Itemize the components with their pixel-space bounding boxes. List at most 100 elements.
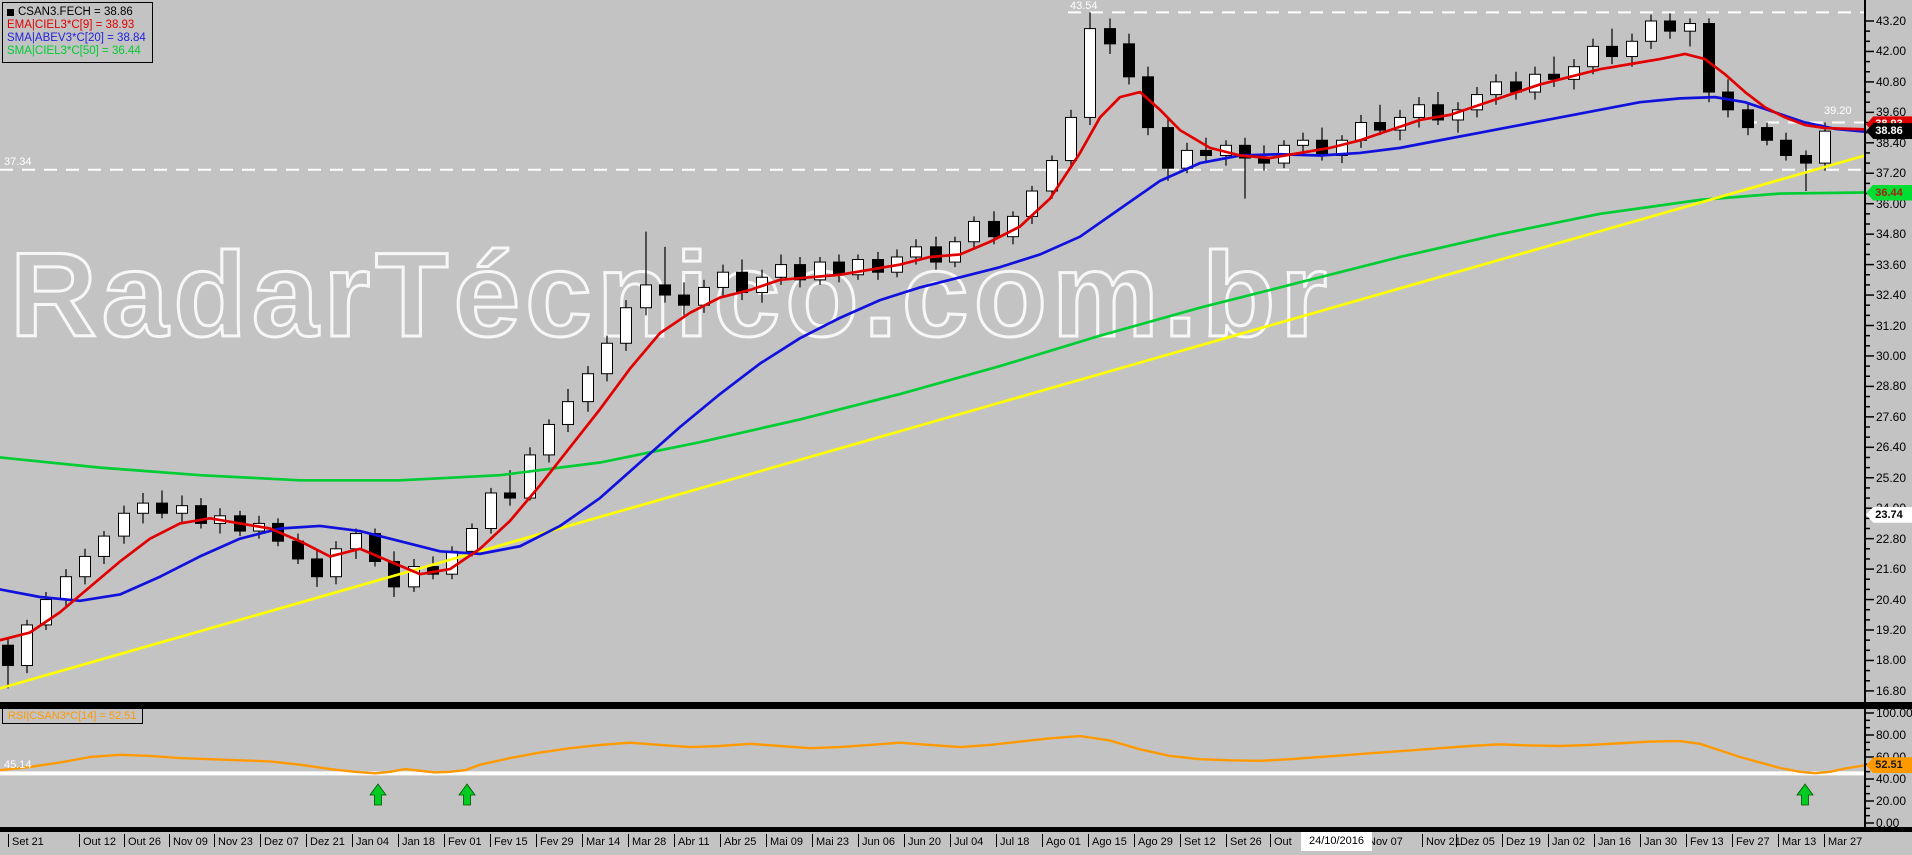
candle-body [1200, 149, 1212, 156]
date-tick [1548, 834, 1549, 847]
date-label: Mar 27 [1828, 836, 1863, 848]
date-label: Fev 29 [540, 836, 574, 848]
candle-body [717, 271, 729, 288]
date-tick [169, 834, 170, 847]
candle-body [98, 535, 110, 557]
price-axis-label: 18.00 [1876, 653, 1907, 668]
panel-separator [0, 702, 1912, 709]
candle-body [1529, 73, 1541, 93]
series-marker-icon [7, 9, 14, 16]
date-tick [214, 834, 215, 847]
price-badge: 38.86 [1866, 123, 1912, 140]
date-label: Jul 04 [954, 836, 984, 848]
candle-body [1664, 20, 1676, 32]
date-axis: Set 21 Out 12 Out 26 Nov 09 Nov 23 Dez 07 Dez … [0, 832, 1912, 855]
date-tick [904, 834, 905, 847]
price-axis-label: 39.60 [1876, 105, 1907, 120]
candle-body [79, 555, 91, 578]
date-tick [950, 834, 951, 847]
date-label: Out [1274, 836, 1292, 848]
candle-body [350, 533, 362, 550]
legend-line-label: SMA|ABEV3*C[20] = 38.84 [7, 32, 146, 44]
candle-body [949, 241, 961, 263]
candle-body [118, 512, 130, 537]
date-label: Set 26 [1230, 836, 1262, 848]
date-label: Nov 23 [218, 836, 253, 848]
price-axis-label: 31.20 [1876, 318, 1907, 333]
date-tick [1594, 834, 1595, 847]
price-badge: 23.74 [1866, 506, 1912, 523]
date-label: Fev 01 [448, 836, 482, 848]
candle-body [872, 259, 884, 273]
price-axis-label: 33.60 [1876, 257, 1907, 272]
legend-line: CSAN3.FECH = 38.86 [7, 6, 146, 19]
level-label: 45.14 [4, 759, 32, 771]
date-tick [1226, 834, 1227, 847]
candle-body [1181, 149, 1193, 169]
candle-body [1007, 215, 1019, 238]
candle-body [814, 261, 826, 281]
candle-body [60, 576, 72, 601]
candle-body [1645, 20, 1657, 42]
candle-body [640, 284, 652, 309]
price-axis-label: 42.00 [1876, 44, 1907, 59]
candle-body [21, 624, 33, 667]
candle-body [1336, 139, 1348, 156]
date-tick [674, 834, 675, 847]
date-tick [352, 834, 353, 847]
watermark-text: RadarTécnico.com.br [10, 228, 1332, 362]
date-label: Ago 01 [1046, 836, 1081, 848]
date-label: Dez 05 [1460, 836, 1495, 848]
date-label: Abr 11 [678, 836, 710, 848]
price-axis-label: 38.40 [1876, 135, 1907, 150]
date-label: Set 12 [1184, 836, 1216, 848]
rsi-legend: RSI|CSAN3*C[14] = 52.51 [2, 708, 143, 724]
price-axis-label: 27.60 [1876, 409, 1907, 424]
price-badge: 52.51 [1866, 757, 1912, 774]
rsi-axis-label: 40.00 [1876, 772, 1907, 786]
candle-body [1742, 109, 1754, 129]
legend-line-label: EMA|CIEL3*C[9] = 38.93 [7, 19, 135, 31]
price-axis-label: 37.20 [1876, 166, 1907, 181]
date-label: Jan 16 [1598, 836, 1632, 848]
rsi-axis-label: 100.00 [1876, 706, 1912, 720]
rsi-axis-label: 0.00 [1876, 816, 1900, 830]
date-label: Fev 27 [1736, 836, 1770, 848]
candle-body [543, 423, 555, 456]
candle-body [504, 492, 516, 499]
price-axis-label: 20.40 [1876, 592, 1907, 607]
date-label: Abr 25 [724, 836, 757, 848]
candle-body [137, 502, 149, 514]
candle-body [485, 492, 497, 530]
date-label: Ago 15 [1092, 836, 1127, 848]
date-label: Jan 04 [356, 836, 390, 848]
legend-line-label: CSAN3.FECH = 38.86 [18, 6, 133, 18]
candle-body [1162, 127, 1174, 169]
date-label: Jan 30 [1644, 836, 1678, 848]
price-axis-label: 40.80 [1876, 74, 1907, 89]
candle-body [1587, 45, 1599, 68]
date-tick [628, 834, 629, 847]
date-label: Set 21 [12, 836, 44, 848]
rsi-legend-label: RSI|CSAN3*C[14] = 52.51 [8, 710, 137, 722]
date-tick [536, 834, 537, 847]
price-axis-label: 25.20 [1876, 470, 1907, 485]
candle-body [1123, 43, 1135, 78]
indicator-legend: CSAN3.FECH = 38.86 EMA|CIEL3*C[9] = 38.93… [2, 2, 153, 63]
candle-body [1065, 116, 1077, 162]
legend-line: SMA|CIEL3*C[50] = 36.44 [7, 45, 146, 58]
candle-body [311, 558, 323, 578]
buy-arrow-icon [369, 783, 387, 806]
candle-body [1432, 104, 1444, 121]
date-tick [8, 834, 9, 847]
date-tick [1180, 834, 1181, 847]
candle-body [40, 599, 52, 626]
date-tick [812, 834, 813, 847]
candle-body [292, 540, 304, 560]
date-tick [1502, 834, 1503, 847]
overlay-line-sma-20 [0, 95, 1867, 603]
candle-body [1548, 73, 1560, 80]
buy-arrow-icon [1796, 783, 1814, 806]
candle-body [330, 548, 342, 578]
